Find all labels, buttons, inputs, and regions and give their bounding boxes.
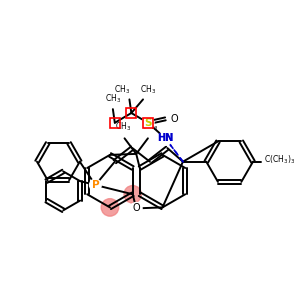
- Text: $\mathsf{CH_3}$: $\mathsf{CH_3}$: [113, 83, 130, 95]
- Bar: [143, 118, 153, 128]
- Circle shape: [130, 202, 142, 214]
- Circle shape: [89, 179, 101, 191]
- Text: HN: HN: [157, 133, 173, 143]
- Text: $\mathsf{CH_3}$: $\mathsf{CH_3}$: [105, 93, 121, 105]
- Circle shape: [142, 117, 154, 129]
- Text: $\mathsf{C(CH_3)_3}$: $\mathsf{C(CH_3)_3}$: [264, 154, 295, 166]
- Text: O: O: [170, 114, 178, 124]
- Text: S: S: [144, 118, 152, 128]
- Text: HN: HN: [157, 133, 173, 143]
- Text: O: O: [132, 203, 140, 213]
- Circle shape: [142, 117, 154, 129]
- Bar: [110, 118, 120, 128]
- Text: P: P: [92, 180, 99, 190]
- Circle shape: [159, 131, 172, 145]
- Bar: [127, 108, 136, 118]
- Text: S: S: [144, 118, 152, 128]
- Text: $\mathsf{CH_3}$: $\mathsf{CH_3}$: [115, 121, 131, 134]
- Circle shape: [124, 185, 142, 203]
- Circle shape: [101, 199, 119, 216]
- Text: $\mathsf{CH_3}$: $\mathsf{CH_3}$: [140, 83, 156, 95]
- Text: $\mathsf{CH_3}$: $\mathsf{CH_3}$: [142, 121, 158, 134]
